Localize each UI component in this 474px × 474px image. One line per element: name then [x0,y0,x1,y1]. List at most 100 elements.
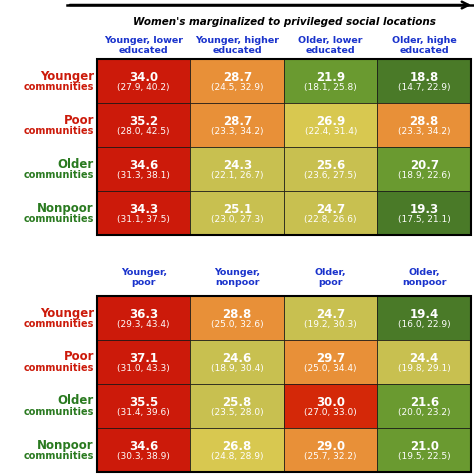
Text: 24.3: 24.3 [223,158,252,172]
Text: Younger,
poor: Younger, poor [121,268,167,287]
Text: 29.0: 29.0 [316,439,346,453]
Text: Younger, lower
educated: Younger, lower educated [104,36,183,55]
Text: 28.8: 28.8 [410,115,439,128]
Text: (19.8, 29.1): (19.8, 29.1) [398,364,451,373]
Text: (31.0, 43.3): (31.0, 43.3) [118,364,170,373]
Bar [97,103,191,147]
Text: 28.7: 28.7 [223,71,252,83]
Bar [377,428,471,472]
Bar [191,384,284,428]
Text: (18.9, 22.6): (18.9, 22.6) [398,171,451,180]
Text: communities: communities [24,170,94,180]
Text: Older, highe
educated: Older, highe educated [392,36,456,55]
Text: Nonpoor: Nonpoor [37,201,94,215]
Text: 34.6: 34.6 [129,158,158,172]
Bar [377,340,471,384]
Text: (22.1, 26.7): (22.1, 26.7) [211,171,264,180]
Text: (23.0, 27.3): (23.0, 27.3) [211,215,264,224]
Text: 25.8: 25.8 [223,395,252,409]
Text: (23.3, 34.2): (23.3, 34.2) [398,127,450,136]
Bar [97,428,191,472]
Text: (19.2, 30.3): (19.2, 30.3) [304,319,357,328]
Bar [97,384,191,428]
Text: (23.3, 34.2): (23.3, 34.2) [211,127,264,136]
Text: Women's marginalized to privileged social locations: Women's marginalized to privileged socia… [133,17,436,27]
Text: Older,
nonpoor: Older, nonpoor [402,268,447,287]
Text: 21.9: 21.9 [316,71,346,83]
Bar [191,147,284,191]
Text: 20.7: 20.7 [410,158,439,172]
Bar [191,59,284,103]
Text: 34.3: 34.3 [129,202,158,216]
Text: 24.7: 24.7 [316,308,346,320]
Bar [191,191,284,235]
Text: (17.5, 21.1): (17.5, 21.1) [398,215,451,224]
Bar [377,296,471,340]
Text: communities: communities [24,451,94,461]
Text: (23.5, 28.0): (23.5, 28.0) [211,408,264,417]
Bar [377,59,471,103]
Text: Older, lower
educated: Older, lower educated [299,36,363,55]
Text: (14.7, 22.9): (14.7, 22.9) [398,82,450,91]
Bar [284,147,377,191]
Text: Younger: Younger [40,307,94,319]
Text: communities: communities [24,363,94,373]
Text: 36.3: 36.3 [129,308,158,320]
Text: communities: communities [24,126,94,136]
Text: 25.1: 25.1 [223,202,252,216]
Text: (28.0, 42.5): (28.0, 42.5) [118,127,170,136]
Text: communities: communities [24,319,94,329]
Bar [284,191,377,235]
Bar [97,296,471,472]
Text: Poor: Poor [64,113,94,127]
Text: 35.2: 35.2 [129,115,158,128]
Bar [97,191,191,235]
Text: (27.9, 40.2): (27.9, 40.2) [118,82,170,91]
Text: Older: Older [58,394,94,408]
Bar [97,59,471,235]
Text: (18.9, 30.4): (18.9, 30.4) [211,364,264,373]
Bar [97,296,191,340]
Text: Nonpoor: Nonpoor [37,438,94,452]
Bar [97,59,191,103]
Text: (22.8, 26.6): (22.8, 26.6) [304,215,357,224]
Text: 35.5: 35.5 [129,395,158,409]
Text: 21.0: 21.0 [410,439,439,453]
Bar [377,191,471,235]
Text: communities: communities [24,214,94,224]
Text: 26.8: 26.8 [223,439,252,453]
Text: (30.3, 38.9): (30.3, 38.9) [117,452,170,461]
Text: 28.7: 28.7 [223,115,252,128]
Bar [284,340,377,384]
Bar [97,340,191,384]
Text: 18.8: 18.8 [410,71,439,83]
Text: Older,
poor: Older, poor [315,268,346,287]
Text: (16.0, 22.9): (16.0, 22.9) [398,319,451,328]
Bar [191,296,284,340]
Text: 26.9: 26.9 [316,115,346,128]
Text: 19.4: 19.4 [410,308,439,320]
Bar [97,147,191,191]
Text: Older: Older [58,157,94,171]
Text: 34.0: 34.0 [129,71,158,83]
Text: 24.7: 24.7 [316,202,346,216]
Text: (27.0, 33.0): (27.0, 33.0) [304,408,357,417]
Text: Younger: Younger [40,70,94,82]
Bar [284,428,377,472]
Bar [377,384,471,428]
Text: (22.4, 31.4): (22.4, 31.4) [305,127,357,136]
Text: communities: communities [24,407,94,417]
Text: 25.6: 25.6 [316,158,346,172]
Text: communities: communities [24,82,94,92]
Text: (19.5, 22.5): (19.5, 22.5) [398,452,451,461]
Text: (24.5, 32.9): (24.5, 32.9) [211,82,264,91]
Text: (31.1, 37.5): (31.1, 37.5) [117,215,170,224]
Text: Younger,
nonpoor: Younger, nonpoor [214,268,260,287]
Text: 28.8: 28.8 [223,308,252,320]
Text: 19.3: 19.3 [410,202,439,216]
Bar [284,384,377,428]
Bar [191,103,284,147]
Text: (29.3, 43.4): (29.3, 43.4) [118,319,170,328]
Text: (25.7, 32.2): (25.7, 32.2) [304,452,357,461]
Bar [191,428,284,472]
